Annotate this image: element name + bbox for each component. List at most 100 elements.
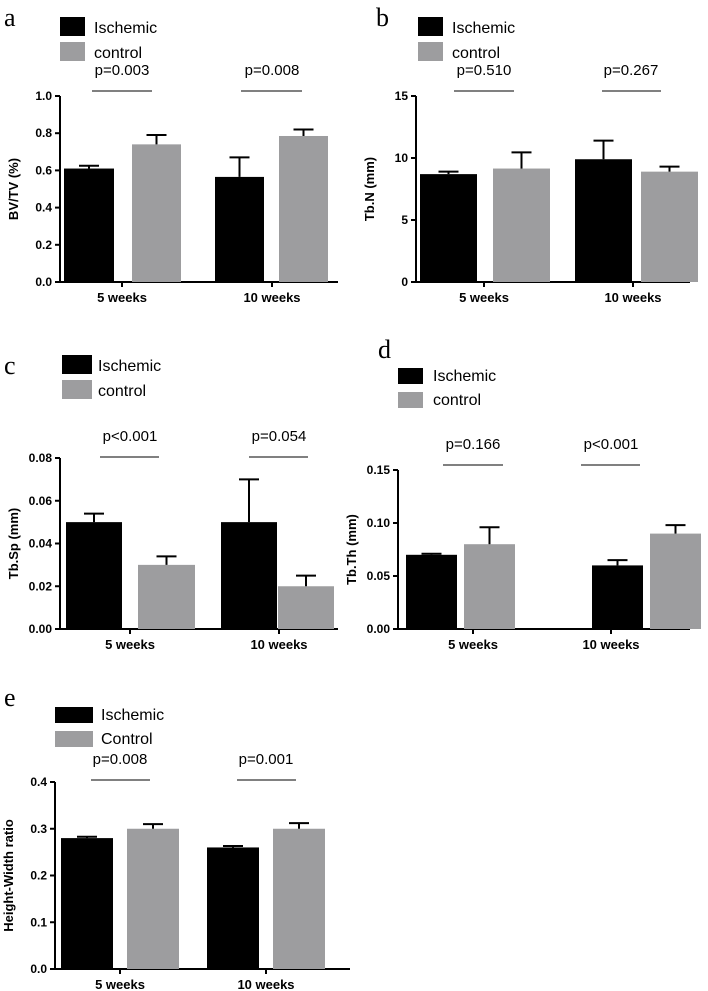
p-value-label: p=0.001 — [239, 751, 294, 768]
legend-swatch-control — [418, 42, 443, 61]
p-value-label: p=0.267 — [604, 62, 659, 79]
legend-label: control — [98, 383, 146, 400]
p-value-label: p=0.166 — [446, 436, 501, 453]
legend-swatch-control — [62, 380, 92, 399]
legend-swatch-ischemic — [398, 368, 423, 384]
legend-swatch-ischemic — [60, 17, 85, 36]
y-tick-label: 5 — [401, 213, 408, 227]
y-tick-label: 0.2 — [35, 238, 52, 252]
bar-control-10-weeks — [641, 171, 698, 282]
x-category-label: 10 weeks — [237, 977, 294, 991]
bar-ischemic-5-weeks — [61, 838, 113, 969]
panel-letter: b — [376, 3, 389, 32]
panel-letter: a — [4, 3, 16, 32]
chart-panel-e: e Ischemic Control 0.0 0.1 0.2 0.3 0.4 Height-Wi… — [1, 683, 350, 991]
p-value-label: p=0.008 — [245, 62, 300, 79]
legend-label: control — [452, 45, 500, 62]
panel-letter: c — [4, 351, 16, 380]
bar-ischemic-5-weeks — [406, 554, 457, 629]
legend-label: Ischemic — [98, 358, 161, 375]
bar-control-10-weeks — [278, 586, 334, 629]
bar-control-10-weeks — [273, 828, 325, 969]
p-value-label: p=0.510 — [457, 62, 512, 79]
y-tick-label: 0.15 — [367, 463, 391, 477]
x-category-label: 5 weeks — [459, 290, 509, 305]
bar-control-10-weeks — [650, 533, 701, 629]
legend-swatch-control — [55, 731, 93, 747]
x-category-label: 10 weeks — [582, 637, 639, 652]
x-category-label: 10 weeks — [250, 637, 307, 652]
p-value-label: p=0.054 — [252, 428, 307, 445]
p-value-label: p=0.003 — [95, 62, 150, 79]
legend-label: control — [94, 45, 142, 62]
x-category-label: 10 weeks — [243, 290, 300, 305]
bar-ischemic-5-weeks — [420, 174, 477, 282]
x-category-label: 5 weeks — [95, 977, 145, 991]
y-tick-label: 15 — [395, 89, 409, 103]
legend-swatch-control — [60, 42, 85, 61]
y-axis-title: Height-Width ratio — [1, 819, 16, 932]
bar-ischemic-5-weeks — [64, 168, 114, 282]
bar-ischemic-10-weeks — [215, 176, 264, 282]
y-tick-label: 0.02 — [29, 579, 53, 593]
bar-control-5-weeks — [132, 144, 181, 282]
legend-label: Ischemic — [94, 20, 157, 37]
y-tick-label: 0.00 — [29, 622, 53, 636]
y-tick-label: 0.10 — [367, 516, 391, 530]
legend-label: Control — [101, 731, 153, 748]
legend-label: Ischemic — [452, 20, 515, 37]
bar-ischemic-10-weeks — [575, 159, 632, 282]
panel-letter: d — [378, 335, 391, 364]
legend-label: Ischemic — [433, 368, 496, 385]
bar-ischemic-5-weeks — [66, 522, 122, 629]
y-tick-label: 0.8 — [35, 126, 52, 140]
y-axis-title: Tb.Sp (mm) — [6, 508, 21, 580]
panel-letter: e — [4, 683, 16, 712]
y-tick-label: 0.0 — [35, 275, 52, 289]
y-tick-label: 0.4 — [30, 775, 47, 789]
legend-label: Ischemic — [101, 707, 164, 724]
y-tick-label: 0.00 — [367, 622, 391, 636]
p-value-label: p=0.008 — [93, 751, 148, 768]
legend-label: control — [433, 392, 481, 409]
legend-swatch-ischemic — [418, 17, 443, 36]
legend-swatch-control — [398, 392, 423, 408]
x-category-label: 10 weeks — [604, 290, 661, 305]
y-tick-label: 0.0 — [30, 962, 47, 976]
y-tick-label: 0.4 — [35, 201, 52, 215]
p-value-label: p<0.001 — [103, 428, 158, 445]
bar-control-10-weeks — [279, 135, 328, 282]
bar-control-5-weeks — [493, 168, 550, 282]
x-category-label: 5 weeks — [448, 637, 498, 652]
chart-panel-d: d Ischemic control 0.00 0.05 0.10 0.15 Tb.Th (m… — [344, 335, 701, 652]
legend-swatch-ischemic — [55, 707, 93, 723]
y-tick-label: 0.04 — [29, 537, 53, 551]
y-tick-label: 0.3 — [30, 822, 47, 836]
y-tick-label: 10 — [395, 151, 409, 165]
bar-control-5-weeks — [464, 544, 515, 629]
legend-swatch-ischemic — [62, 355, 92, 374]
chart-panel-a: a Ischemic control 0.0 0.2 0.4 0.6 0.8 1.0 BV/TV … — [4, 3, 338, 305]
y-tick-label: 0.1 — [30, 915, 47, 929]
bar-ischemic-10-weeks — [207, 847, 259, 969]
bar-ischemic-10-weeks — [221, 522, 277, 629]
y-axis-title: BV/TV (%) — [6, 158, 21, 220]
y-tick-label: 0.6 — [35, 163, 52, 177]
chart-panel-c: c Ischemic control 0.00 0.02 0.04 0.06 0.08 Tb.S… — [4, 351, 338, 652]
bar-ischemic-10-weeks — [592, 565, 643, 629]
y-tick-label: 0.06 — [29, 494, 53, 508]
y-tick-label: 0.05 — [367, 569, 391, 583]
y-axis-title: Tb.Th (mm) — [344, 514, 359, 585]
x-category-label: 5 weeks — [97, 290, 147, 305]
bar-control-5-weeks — [127, 828, 179, 969]
y-tick-label: 1.0 — [35, 89, 52, 103]
y-tick-label: 0 — [401, 275, 408, 289]
bar-control-5-weeks — [138, 564, 195, 629]
y-axis-title: Tb.N (mm) — [362, 157, 377, 221]
x-category-label: 5 weeks — [105, 637, 155, 652]
y-tick-label: 0.08 — [29, 451, 53, 465]
chart-panel-b: b Ischemic control 0 5 10 15 Tb.N (mm) 5 weeks 10… — [362, 3, 698, 305]
p-value-label: p<0.001 — [584, 436, 639, 453]
y-tick-label: 0.2 — [30, 869, 47, 883]
